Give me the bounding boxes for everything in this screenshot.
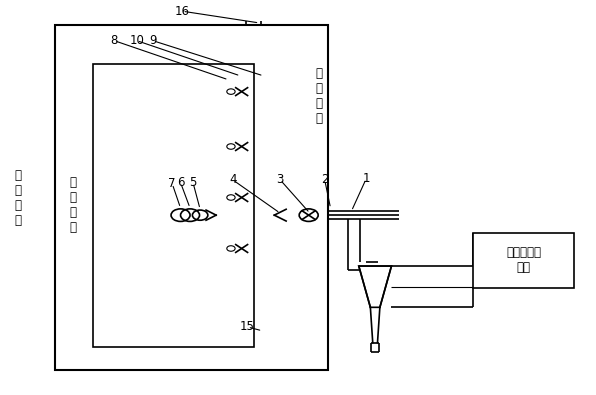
Polygon shape (274, 209, 286, 221)
Bar (55, 25, 328, 370)
Text: 5: 5 (190, 176, 197, 189)
Text: 1: 1 (362, 172, 370, 185)
Text: 省煤器出口
烟道: 省煤器出口 烟道 (506, 246, 541, 274)
Text: 8: 8 (110, 34, 118, 47)
Text: 炉
腔
后
墙: 炉 腔 后 墙 (315, 66, 322, 124)
Text: 4: 4 (229, 173, 237, 186)
Text: 腐
蚀
区
域: 腐 蚀 区 域 (69, 176, 76, 234)
Text: 9: 9 (149, 34, 156, 47)
Text: 15: 15 (240, 320, 255, 333)
Bar (94, 64, 253, 346)
Text: 10: 10 (129, 34, 144, 47)
Polygon shape (359, 266, 392, 307)
Text: 6: 6 (177, 176, 184, 189)
Text: 16: 16 (175, 5, 190, 18)
Bar (473, 233, 574, 288)
Text: 2: 2 (321, 173, 328, 186)
Text: 炉
腔
前
墙: 炉 腔 前 墙 (14, 169, 21, 226)
Text: 7: 7 (169, 177, 176, 190)
Polygon shape (206, 210, 216, 220)
Text: 3: 3 (277, 173, 284, 186)
